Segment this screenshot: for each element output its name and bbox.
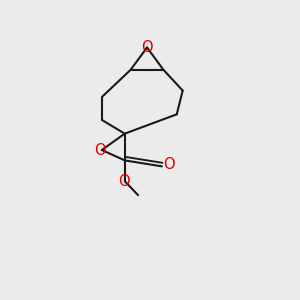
Text: O: O [141, 40, 153, 55]
Text: O: O [164, 158, 175, 172]
Text: O: O [94, 142, 106, 158]
Text: O: O [118, 174, 130, 189]
